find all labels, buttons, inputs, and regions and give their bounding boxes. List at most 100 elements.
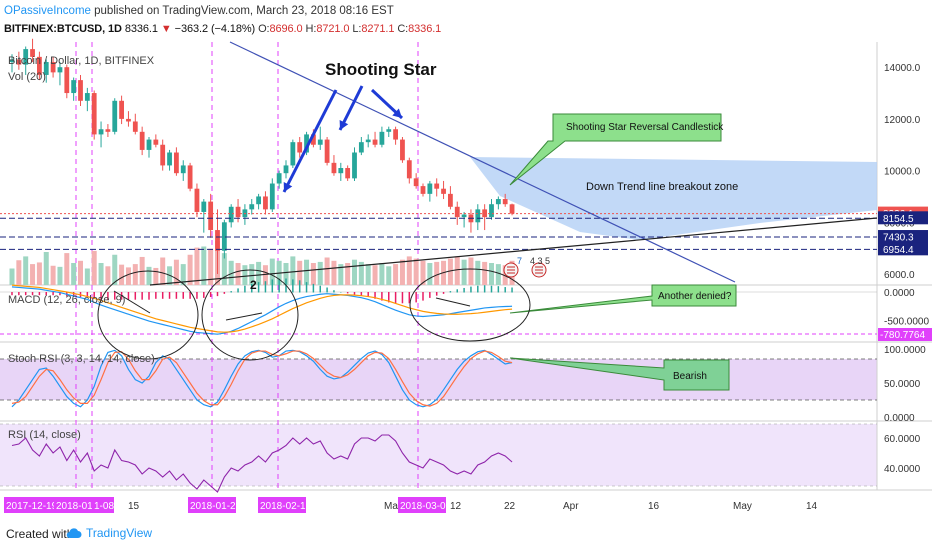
candle-body [400,139,405,161]
candle-body [91,93,97,135]
price-tick-label: 14000.0 [884,63,921,74]
macd-pane [0,278,877,335]
time-highlight-badge [188,497,236,513]
macd-diagonal-3 [435,297,471,307]
volume-bar [489,263,494,285]
reversal-callout-box [509,113,722,186]
candle-body [132,121,138,132]
time-highlight-label: 1-08 [94,501,114,512]
volume-bar [283,263,289,285]
candle-body [393,129,398,140]
volume-bar [269,258,275,285]
tradingview-logo[interactable]: TradingView [66,526,152,540]
price-tick-label: 10000.0 [884,167,921,178]
volume-bar [495,264,501,285]
candles [9,38,515,274]
volume-bar [352,259,357,285]
volume-bar [16,260,22,285]
close-value: 8336.1 [408,23,442,35]
time-highlight-label: 2018-02-10 [260,501,312,512]
trend-lines [149,41,878,286]
price-badge [878,242,928,256]
time-tick-label: May [733,501,752,512]
candle-body [57,67,63,73]
low-label: L: [352,23,362,35]
publisher-name[interactable]: OPassiveIncome [4,5,91,17]
volume-bar [297,260,303,285]
tradingview-cloud-icon [66,528,82,539]
volume-bar [372,265,378,285]
candle-body [434,183,440,189]
main-pane-label: Bitcoin / Dollar, 1D, BITFINEX [8,55,155,67]
macd-callout-text: Another denied? [658,291,732,302]
volume-bar [317,261,323,285]
volume-bar [43,252,49,285]
macd-pane-label: MACD (12, 26, close, 9) [8,294,125,306]
candle-body [338,168,344,174]
volume-bar [304,259,310,285]
macd-badge-label: -780.7764 [880,330,925,341]
arrow-to-third-star-head [392,108,402,118]
volume-bar [399,259,405,285]
candle-body [311,134,316,145]
high-value: 8721.0 [316,23,350,35]
time-highlight-label: 2018-01-05 [56,501,108,512]
volume-bar [64,253,70,285]
volume-bar [324,257,330,285]
low-value: 8271.1 [361,23,395,35]
volume-bar [290,256,296,285]
arrow-to-first-star [282,89,338,193]
candle-body [153,139,159,145]
time-axis: 15 Mar 12 22 Apr 16 May 14 2017-12-192018-01-051… [4,497,818,513]
macd-line [11,286,513,335]
volume-bar [208,248,214,285]
candle-body [112,100,118,132]
candle-body [475,209,481,223]
macd-circle-2 [201,269,299,361]
macd-tick-label: -500.0000 [884,317,929,328]
candle-body [139,131,145,150]
candle-body [174,152,179,174]
time-highlight-badge [92,497,114,513]
candle-body [420,186,426,194]
high-label: H: [305,23,317,35]
volume-bar [119,264,125,285]
symbol-label: BITFINEX:BTCUSD, 1D [4,23,122,35]
rsi-pane [11,434,513,493]
volume-bar [393,264,399,285]
time-tick-label: Apr [563,501,579,512]
price-badge [878,211,928,225]
candle-body [352,152,357,179]
volume-bar [454,256,460,285]
candle-body [256,196,261,205]
price-badge-label: 6954.4 [883,245,914,256]
volume-bar [201,246,207,285]
rsi-tick-label: 40.0000 [884,464,921,475]
volume-bars [9,241,515,285]
volume-bar [228,260,234,285]
price-badge [878,230,928,244]
candle-body [9,59,15,63]
time-highlight-badge [4,497,56,513]
candle-body [304,134,309,153]
us-flag-icon-stripes [507,266,515,274]
candle-body [365,139,371,143]
volume-bar [23,256,29,285]
volume-bar [71,263,77,285]
volume-bar [379,263,385,285]
candle-body [448,193,453,207]
volume-bar [9,268,15,285]
candle-body [345,168,351,179]
macd-tick-label: 0.0000 [884,288,915,299]
stoch-d-line [11,350,513,407]
volume-bar [153,267,159,285]
volume-bar [235,263,241,285]
candle-body [50,62,56,73]
macd-diagonal-2 [225,312,263,321]
vol-pane-label: Vol (20) [8,71,46,83]
time-highlight-label: 2017-12-19 [6,501,58,512]
candle-body [119,100,124,119]
candle-body [71,80,77,94]
time-tick-label: 14 [806,501,818,512]
candle-body [64,67,70,94]
